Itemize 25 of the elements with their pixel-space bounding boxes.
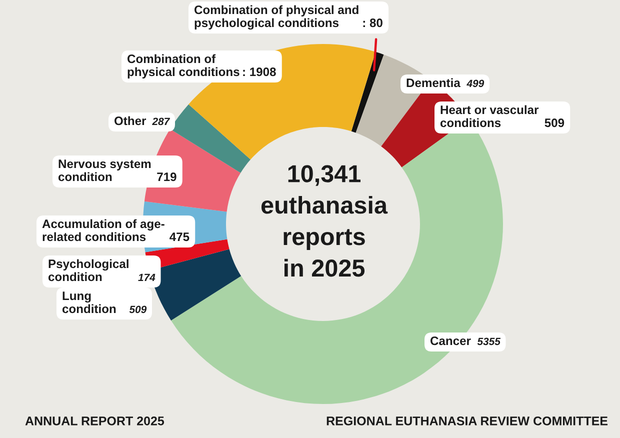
slice-label: Lung condition: [62, 292, 116, 314]
slice-label: Heart or vascular conditions: [440, 105, 539, 128]
slice-label: Nervous system condition: [58, 160, 151, 182]
data-label: 499: [466, 80, 484, 88]
slice-label: Dementia: [406, 78, 460, 88]
data-label: 509: [129, 306, 147, 314]
slice-label: Other: [114, 116, 146, 126]
donut-slice: [351, 52, 384, 133]
text: REGIONAL EUTHANASIA REVIEW COMMITTEE: [326, 416, 608, 426]
slice-label: Psychological condition: [48, 259, 128, 282]
data-label: 719: [157, 172, 176, 182]
text: 10,341 euthanasia reports in 2025: [261, 165, 388, 277]
slice-label: Combination of physical conditions: [127, 54, 240, 79]
text: ANNUAL REPORT 2025: [25, 416, 164, 426]
data-label: : 80: [363, 18, 382, 28]
slice-label: Cancer: [430, 336, 471, 346]
donut-slice: [170, 104, 251, 173]
slice-label: Accumulation of age- related conditions: [42, 219, 164, 242]
slice-label: Combination of physical and psychological conditions: [194, 5, 358, 30]
data-label: 287: [152, 118, 170, 126]
data-label: 174: [138, 274, 156, 281]
data-label: 509: [544, 118, 564, 128]
data-label: 475: [170, 232, 190, 242]
data-label: : 1908: [243, 68, 276, 76]
data-label: 5355: [477, 338, 501, 346]
